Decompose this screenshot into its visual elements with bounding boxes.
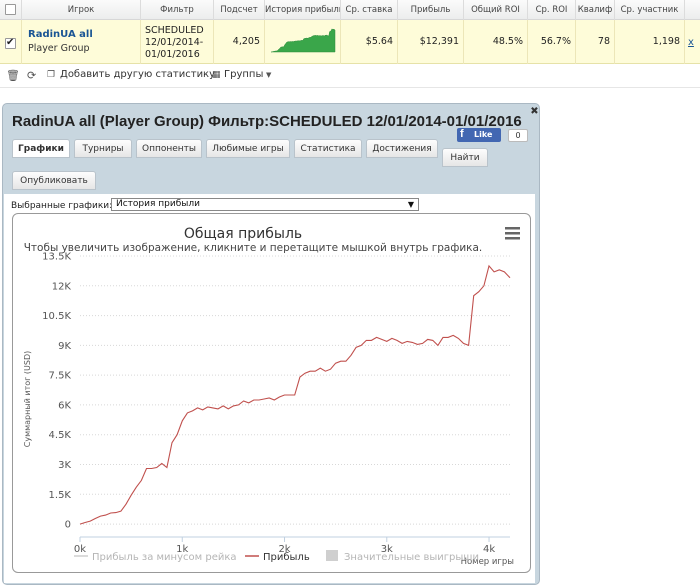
tab-achievements[interactable]: Достижения <box>366 139 438 158</box>
tab-publish[interactable]: Опубликовать <box>12 171 96 190</box>
filter-cell: SCHEDULED 12/01/2014- 01/01/2016 <box>141 20 214 64</box>
chart-menu-icon[interactable] <box>505 227 520 240</box>
y-tick-label: 0 <box>65 520 71 531</box>
avg-roi-cell: 56.7% <box>528 20 576 64</box>
tab-find[interactable]: Найти <box>442 148 488 167</box>
avg-entrants-cell: 1,198 <box>615 20 685 64</box>
statistics-panel: Игрок Фильтр Подсчет История прибыли Ср.… <box>0 0 700 88</box>
add-statistic-button[interactable]: Добавить другую статистику <box>60 69 216 80</box>
profit-chart-container[interactable]: 0 1.5K 3K 4.5K 6K 7.5K 9K 10.5K 12K 13.5K 0k 1k 2k 3k… <box>12 213 531 573</box>
series-line-profit[interactable] <box>79 264 511 525</box>
y-tick-label: 1.5K <box>49 490 72 501</box>
y-tick-label: 10.5K <box>42 311 71 322</box>
profit-chart[interactable]: 0 1.5K 3K 4.5K 6K 7.5K 9K 10.5K 12K 13.5K 0k 1k 2k 3k… <box>13 214 530 572</box>
header-profit[interactable]: Прибыль <box>398 0 464 20</box>
chevron-down-icon: ▼ <box>407 200 414 209</box>
trash-icon[interactable]: 🗑 <box>6 69 20 82</box>
tab-tournaments[interactable]: Турниры <box>74 139 132 158</box>
chart-subtitle: Чтобы увеличить изображение, кликните и … <box>24 242 483 254</box>
y-tick-label: 13.5K <box>42 252 71 263</box>
x-axis-label: Номер игры <box>461 557 514 567</box>
header-count[interactable]: Подсчет <box>214 0 265 20</box>
total-roi-cell: 48.5% <box>464 20 528 64</box>
x-tick-label: 2k <box>278 544 290 555</box>
qualified-cell: 78 <box>576 20 615 64</box>
filter-line: 01/01/2016 <box>145 49 200 60</box>
tab-favorite-games[interactable]: Любимые игры <box>206 139 290 158</box>
facebook-icon: f <box>460 128 464 140</box>
player-type: Player Group <box>28 43 90 54</box>
legend-item-profit[interactable]: Прибыль <box>263 552 310 563</box>
x-tick-label: 0k <box>74 544 86 555</box>
chart-select[interactable]: История прибыли ▼ <box>111 198 419 211</box>
header-avg-roi[interactable]: Ср. ROI <box>528 0 576 20</box>
select-all-checkbox[interactable] <box>5 4 16 15</box>
legend-item-net-profit[interactable]: Прибыль за минусом рейка <box>92 552 237 563</box>
filter-line: 12/01/2014- <box>145 37 204 48</box>
header-select-all[interactable] <box>0 0 22 20</box>
facebook-like-label: Like <box>474 130 493 139</box>
y-tick-label: 12K <box>52 281 72 292</box>
sparkline-area <box>270 28 336 53</box>
facebook-like-count: 0 <box>508 129 528 142</box>
tab-charts[interactable]: Графики <box>12 139 70 158</box>
header-profit-history[interactable]: История прибыли <box>265 0 341 20</box>
header-total-roi[interactable]: Общий ROI <box>464 0 528 20</box>
remove-cell: x <box>685 20 700 64</box>
remove-row-link[interactable]: x <box>688 37 694 48</box>
y-tick-label: 9K <box>58 341 71 352</box>
stats-toolbar: 🗑 ⟳ ❐ Добавить другую статистику ▦ Групп… <box>0 64 700 86</box>
chart-select-value: История прибыли <box>116 199 200 209</box>
chevron-down-icon[interactable]: ▼ <box>266 71 272 79</box>
header-filter[interactable]: Фильтр <box>141 0 214 20</box>
y-tick-label: 7.5K <box>49 371 72 382</box>
tab-statistics[interactable]: Статистика <box>294 139 362 158</box>
facebook-like-button[interactable]: f Like <box>457 128 501 142</box>
close-icon[interactable]: ✖ <box>530 106 539 117</box>
add-stat-icon[interactable]: ❐ <box>47 70 56 80</box>
x-tick-label: 1k <box>176 544 188 555</box>
popup-title: RadinUA all (Player Group) Фильтр:SCHEDU… <box>12 113 522 130</box>
chart-title: Общая прибыль <box>184 226 302 242</box>
player-cell: RadinUA all Player Group <box>22 20 141 64</box>
table-header: Игрок Фильтр Подсчет История прибыли Ср.… <box>0 0 700 20</box>
y-tick-label: 4.5K <box>49 430 72 441</box>
chart-legend: Прибыль за минусом рейка Прибыль Значитель… <box>74 550 479 563</box>
selected-charts-label: Выбранные графики: <box>11 201 113 211</box>
player-name-link[interactable]: RadinUA all <box>28 29 93 40</box>
header-avg-stake[interactable]: Ср. ставка <box>341 0 398 20</box>
header-remove <box>685 0 700 20</box>
y-tick-label: 6K <box>58 400 71 411</box>
header-player[interactable]: Игрок <box>22 0 141 20</box>
profit-cell: $12,391 <box>398 20 464 64</box>
count-cell: 4,205 <box>214 20 265 64</box>
header-avg-entrants[interactable]: Ср. участник <box>615 0 685 20</box>
legend-item-big-wins-symbol[interactable] <box>326 550 338 561</box>
legend-item-big-wins[interactable]: Значительные выигрыши <box>344 552 479 563</box>
filter-line: SCHEDULED <box>145 25 204 36</box>
y-tick-label: 3K <box>58 460 71 471</box>
avg-stake-cell: $5.64 <box>341 20 398 64</box>
tab-opponents[interactable]: Оппоненты <box>136 139 202 158</box>
groups-icon[interactable]: ▦ <box>212 70 221 80</box>
y-axis-label: Суммарный итог (USD) <box>23 351 32 448</box>
x-tick-label: 4k <box>483 544 495 555</box>
header-qualified[interactable]: Квалиф <box>576 0 615 20</box>
row-select-cell[interactable] <box>0 20 22 64</box>
refresh-icon[interactable]: ⟳ <box>27 69 37 82</box>
profit-sparkline[interactable] <box>265 20 341 64</box>
profit-history-cell[interactable] <box>265 20 341 64</box>
groups-dropdown[interactable]: Группы <box>224 69 264 80</box>
x-tick-label: 3k <box>381 544 393 555</box>
row-checkbox[interactable] <box>5 37 16 49</box>
table-row: RadinUA all Player Group SCHEDULED 12/01… <box>0 20 700 64</box>
